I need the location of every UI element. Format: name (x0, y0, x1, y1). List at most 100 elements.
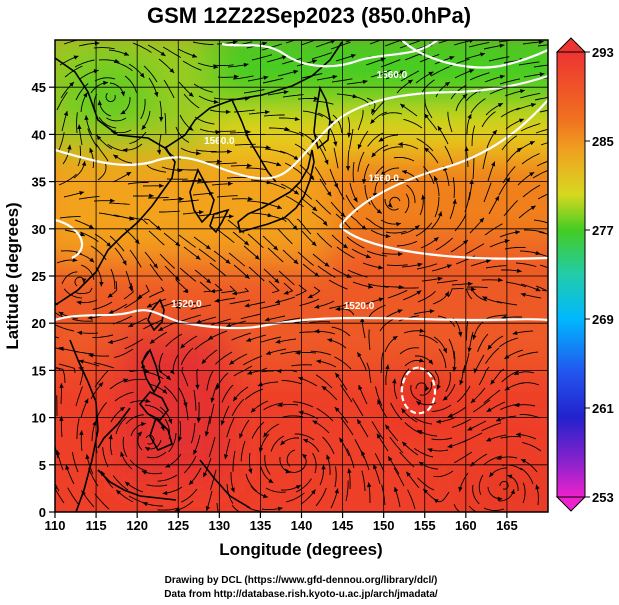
wind-arrowhead (262, 493, 268, 499)
wind-arrowhead (81, 161, 87, 166)
streamline (447, 111, 453, 133)
wind-arrowhead (418, 461, 424, 467)
wind-arrowhead (293, 155, 299, 160)
streamline (501, 370, 520, 383)
wind-arrowhead (293, 69, 299, 75)
wind-arrowhead (398, 141, 403, 147)
streamline (468, 41, 490, 48)
wind-arrowhead (480, 52, 485, 57)
wind-arrowhead (201, 359, 207, 364)
wind-arrowhead (141, 124, 147, 130)
streamline (76, 112, 78, 134)
streamline (389, 436, 404, 454)
streamline (143, 371, 164, 380)
wind-arrowhead (232, 291, 238, 296)
wind-arrowhead (110, 198, 115, 203)
streamline (195, 149, 217, 152)
wind-arrowhead (59, 383, 64, 388)
wind-arrowhead (385, 233, 391, 239)
wind-arrowhead (193, 449, 198, 455)
streamline (211, 318, 232, 326)
wind-arrowhead (357, 144, 362, 150)
streamline (404, 422, 423, 435)
streamline (108, 202, 130, 205)
wind-arrowhead (515, 230, 520, 235)
streamline (94, 370, 109, 388)
streamline (357, 109, 364, 131)
wind-arrowhead (84, 115, 89, 121)
wind-arrowhead (402, 441, 407, 447)
credit-drawing: Drawing by DCL (https://www.gfd-dennou.o… (165, 575, 438, 586)
x-tick-label: 140 (291, 518, 313, 533)
wind-arrowhead (248, 196, 253, 202)
streamline (300, 40, 317, 46)
wind-arrowhead (360, 33, 366, 39)
wind-arrowhead (505, 177, 510, 183)
wind-arrowhead (499, 74, 505, 80)
wind-arrowhead (215, 130, 221, 135)
streamline (165, 333, 183, 347)
wind-arrowhead (485, 259, 491, 264)
wind-arrowhead (137, 294, 143, 299)
streamline (285, 195, 304, 208)
wind-arrowhead (96, 135, 102, 141)
wind-arrowhead (470, 461, 476, 467)
wind-arrowhead (507, 474, 513, 479)
streamline (454, 213, 467, 232)
wind-arrowhead (273, 245, 278, 251)
streamline (430, 66, 450, 77)
wind-arrowhead (92, 420, 97, 426)
streamline (163, 79, 175, 99)
streamline (532, 169, 548, 179)
wind-arrowhead (392, 378, 397, 384)
streamline (501, 135, 518, 151)
wind-arrowhead (126, 172, 132, 177)
wind-arrowhead (433, 498, 439, 504)
wind-arrowhead (334, 488, 339, 494)
streamline (56, 367, 66, 384)
wind-arrowhead (158, 326, 164, 331)
wind-arrowhead (402, 169, 407, 175)
streamline (534, 96, 548, 101)
x-tick-label: 135 (250, 518, 272, 533)
wind-arrowhead (516, 432, 521, 437)
streamline (488, 56, 510, 62)
wind-arrowhead (446, 264, 452, 269)
wind-arrowhead (103, 80, 108, 86)
wind-arrowhead (225, 109, 231, 115)
streamline (539, 264, 548, 269)
wind-arrowhead (459, 380, 464, 385)
streamline (451, 418, 472, 428)
wind-arrowhead (425, 386, 430, 392)
wind-arrowhead (516, 147, 522, 153)
streamline (73, 350, 95, 355)
y-axis-label: Latitude (degrees) (3, 202, 22, 349)
wind-arrowhead (129, 216, 135, 221)
wind-arrowhead (83, 92, 88, 98)
wind-arrowhead (470, 398, 476, 403)
streamline (231, 332, 252, 341)
wind-arrowhead (113, 154, 119, 160)
wind-arrowhead (346, 132, 352, 138)
x-tick-label: 120 (126, 518, 148, 533)
wind-arrowhead (357, 419, 362, 425)
wind-arrowhead (177, 436, 183, 442)
wind-arrowhead (370, 118, 376, 124)
wind-arrowhead (332, 74, 338, 80)
wind-arrowhead (204, 431, 210, 437)
wind-arrowhead (307, 294, 313, 299)
wind-arrowhead (280, 440, 286, 446)
wind-arrowhead (437, 276, 443, 282)
wind-arrowhead (334, 407, 340, 412)
streamline (403, 118, 423, 129)
wind-arrowhead (424, 113, 429, 119)
streamline (352, 397, 364, 417)
x-axis-ticks: 110 115 120 125 130 135 140 145 150 155 160 165 (45, 512, 518, 533)
wind-arrowhead (223, 454, 229, 460)
wind-arrowhead (226, 323, 232, 328)
wind-arrowhead (227, 181, 233, 186)
streamline (519, 414, 541, 419)
streamline (453, 503, 461, 512)
wind-arrowhead (469, 40, 474, 43)
streamline (232, 450, 236, 472)
